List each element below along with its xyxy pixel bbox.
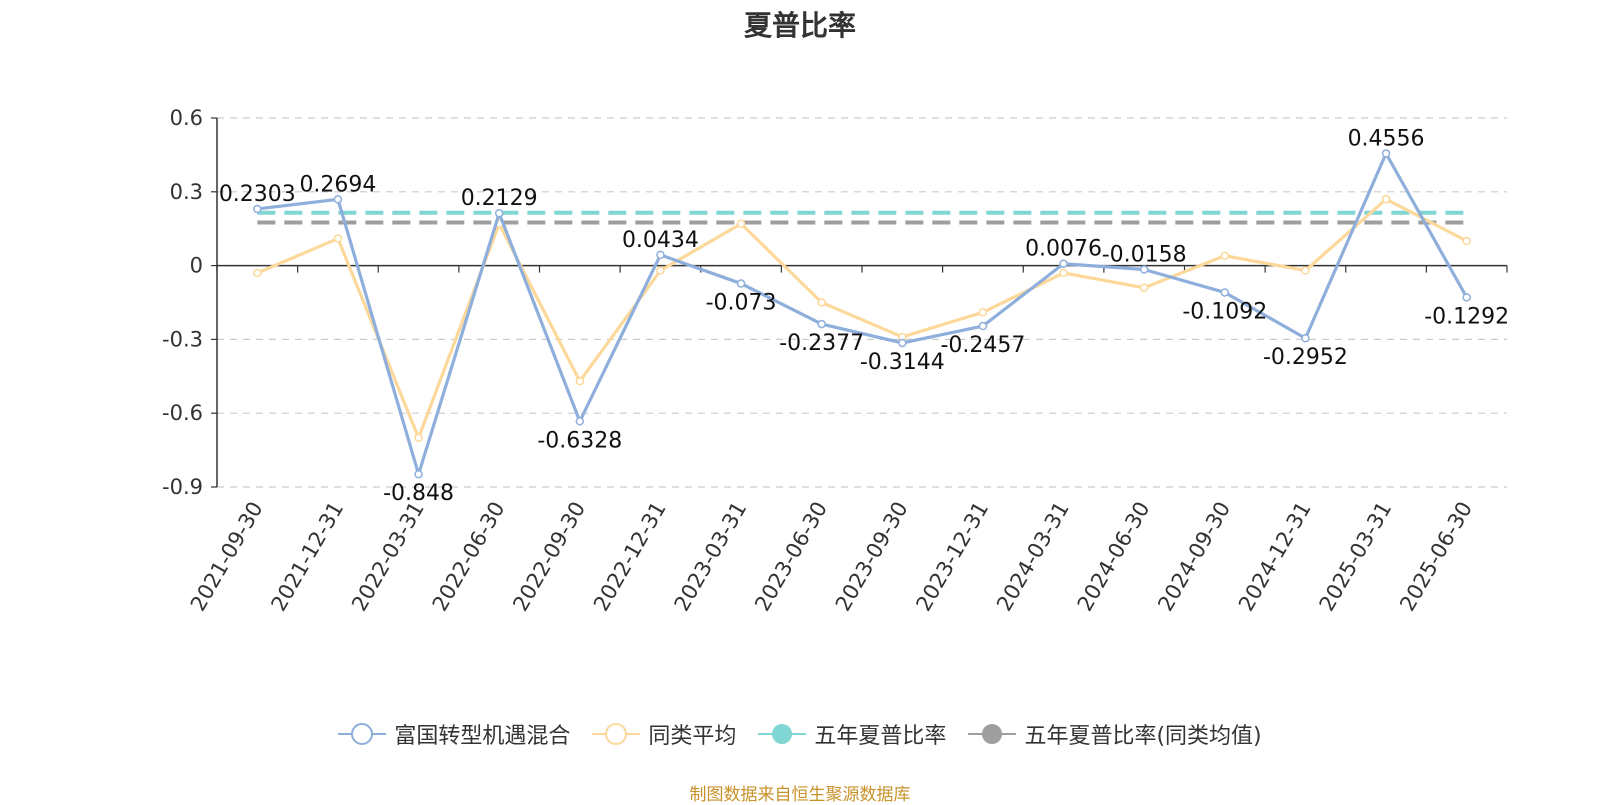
fund-point: [253, 204, 262, 214]
fund-point: [414, 469, 423, 479]
average-point: [333, 234, 343, 243]
fund-point: [898, 338, 907, 348]
data-label: -0.2377: [779, 331, 864, 356]
legend-line-circle-icon: [338, 723, 387, 745]
legend-line-dot-icon: [758, 724, 807, 744]
data-label: 0.2303: [219, 182, 296, 207]
x-tick-label: 2025-03-31: [1315, 498, 1397, 616]
data-labels: 0.2303 0.2694 -0.848 0.2129 -0.6328 0.0434 -0.…: [219, 127, 1509, 507]
average-point: [1381, 194, 1391, 204]
fund-point: [978, 321, 988, 331]
legend-item-category-average[interactable]: 同类平均: [592, 718, 736, 750]
data-label: -0.1292: [1424, 304, 1509, 329]
average-point: [736, 219, 746, 229]
data-label: -0.1092: [1182, 299, 1267, 324]
fund-point: [575, 417, 585, 426]
y-tick-label: 0.3: [170, 180, 203, 204]
average-point: [1059, 268, 1068, 278]
legend-label: 富国转型机遇混合: [394, 724, 571, 749]
x-tick-label: 2022-03-31: [347, 498, 429, 616]
y-tick-label: -0.3: [162, 327, 203, 351]
fund-point: [333, 195, 343, 204]
line-chart: 0.6 0.3 0 -0.3 -0.6 -0.9 2021-09-302021-12-31…: [162, 106, 1509, 616]
data-label: -0.6328: [537, 428, 622, 453]
series-lines: [253, 149, 1471, 479]
average-point: [1301, 266, 1310, 275]
x-tick-label: 2022-06-30: [428, 498, 510, 616]
data-label: 0.2129: [461, 186, 538, 211]
x-tick-label: 2024-06-30: [1073, 498, 1155, 616]
average-point: [1139, 283, 1149, 292]
grid-lines: [217, 117, 1507, 488]
legend-item-five-year-sharpe[interactable]: 五年夏普比率: [758, 718, 946, 750]
x-tick-label: 2022-12-31: [589, 498, 671, 616]
legend-label: 同类平均: [648, 724, 737, 749]
fund-point: [817, 319, 826, 329]
x-tick-label: 2023-12-31: [911, 498, 993, 616]
y-axis: 0.6 0.3 0 -0.3 -0.6 -0.9: [162, 106, 218, 499]
average-point: [414, 433, 423, 443]
legend: 富国转型机遇混合 同类平均 五年夏普比率 五年夏普比率(同类均值): [0, 718, 1600, 750]
data-label: -0.848: [383, 481, 454, 506]
fund-point: [1220, 288, 1230, 297]
y-tick-label: 0: [190, 254, 203, 278]
average-point: [1220, 251, 1230, 261]
y-tick-label: -0.9: [162, 475, 203, 499]
legend-line-circle-icon: [592, 723, 641, 745]
average-point: [978, 308, 988, 317]
data-label: 0.0076: [1025, 237, 1102, 262]
legend-item-fund[interactable]: 富国转型机遇混合: [338, 718, 570, 750]
fund-point: [1139, 265, 1149, 274]
x-tick-label: 2023-09-30: [831, 498, 913, 616]
y-tick-label: -0.6: [162, 401, 203, 425]
data-label: -0.3144: [860, 350, 945, 375]
x-tick-label: 2021-09-30: [186, 498, 268, 616]
x-tick-label: 2024-12-31: [1234, 498, 1316, 616]
fund-point: [1381, 149, 1391, 158]
source-note: 制图数据来自恒生聚源数据库: [689, 785, 911, 805]
fund-point: [656, 250, 665, 260]
data-label: -0.2457: [940, 333, 1025, 358]
x-tick-label: 2024-03-31: [992, 498, 1074, 616]
chart-title: 夏普比率: [743, 9, 856, 42]
fund-series-line: [257, 151, 1469, 476]
legend-label: 五年夏普比率(同类均值): [1024, 724, 1262, 749]
fund-point: [736, 279, 746, 288]
x-tick-label: 2025-06-30: [1395, 498, 1477, 616]
data-label: 0.4556: [1348, 127, 1425, 152]
x-tick-label: 2023-06-30: [750, 498, 832, 616]
average-point: [656, 266, 665, 275]
fund-point: [494, 208, 504, 218]
x-tick-label: 2021-12-31: [266, 498, 348, 616]
x-tick-label: 2022-09-30: [508, 498, 590, 616]
fund-point: [1301, 333, 1310, 343]
data-label: -0.073: [706, 291, 777, 316]
x-axis: 2021-09-302021-12-312022-03-312022-06-30…: [186, 264, 1508, 616]
x-tick-label: 2024-09-30: [1153, 498, 1235, 616]
average-point: [1462, 236, 1471, 246]
data-label: -0.0158: [1102, 242, 1187, 267]
data-label: -0.2952: [1263, 345, 1348, 370]
legend-item-five-year-sharpe-average[interactable]: 五年夏普比率(同类均值): [968, 718, 1262, 750]
legend-line-dot-icon: [968, 724, 1017, 744]
average-point: [817, 298, 826, 307]
x-tick-label: 2023-03-31: [670, 498, 752, 616]
fund-point: [1059, 259, 1068, 268]
y-tick-label: 0.6: [170, 106, 203, 130]
legend-label: 五年夏普比率: [814, 724, 947, 749]
reference-lines: [257, 210, 1467, 225]
fund-point: [1462, 293, 1471, 302]
average-point: [575, 376, 585, 386]
data-label: 0.0434: [622, 228, 699, 253]
average-point: [253, 268, 262, 278]
average-series-line: [256, 197, 1468, 440]
data-label: 0.2694: [299, 172, 376, 197]
